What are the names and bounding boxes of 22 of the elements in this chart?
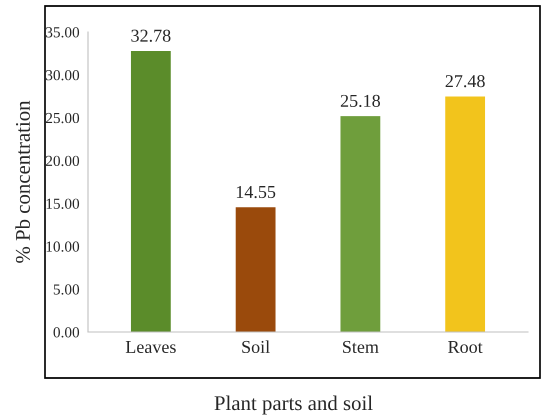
x-tick-label: Stem [343,340,379,354]
bar [236,207,276,332]
x-tick-label: Leaves [126,341,176,354]
bar [445,96,486,332]
y-tick-label: 0.00 [54,327,80,338]
x-tick-label: Root [448,341,483,354]
y-tick-label: 20.00 [46,156,80,166]
y-tick-label: 25.00 [46,112,80,124]
bar [130,51,171,332]
data-label: 27.48 [446,75,485,88]
y-tick-label: 15.00 [46,198,80,209]
data-label: 14.55 [236,186,276,198]
y-tick-label: 35.00 [46,27,80,38]
y-tick-label: 30.00 [46,70,80,80]
y-tick-label: 10.00 [46,241,80,252]
x-tick-label: Soil [242,340,270,354]
y-tick-label: 5.00 [54,284,80,295]
y-axis-title: % Pb concentration [15,100,30,263]
data-label: 25.18 [340,94,380,108]
data-label: 32.78 [131,30,170,42]
bar [340,116,380,332]
x-axis-title: Plant parts and soil [214,396,373,414]
